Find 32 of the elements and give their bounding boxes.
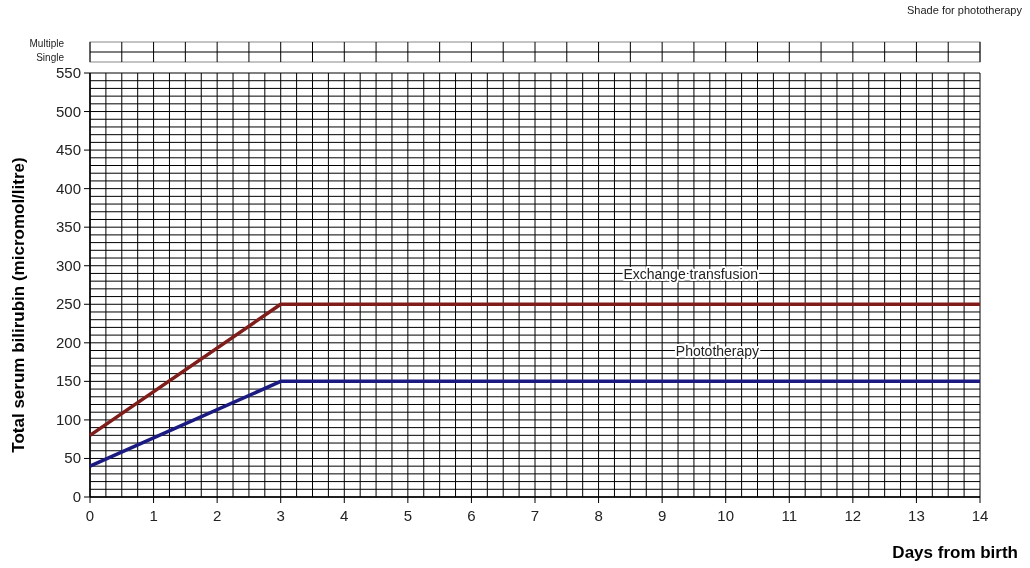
y-axis-title: Total serum bilirubin (micromol/litre): [9, 157, 28, 453]
x-tick-label: 6: [467, 507, 476, 524]
y-tick-label: 450: [55, 141, 81, 159]
x-tick-label: 7: [530, 507, 540, 524]
x-tick-label: 10: [717, 507, 735, 524]
y-tick-label: 0: [72, 488, 81, 505]
text: Single: [36, 52, 65, 63]
y-tick-label: 300: [55, 256, 81, 274]
y-tick-label: 250: [55, 295, 81, 313]
x-tick-label: 4: [340, 507, 349, 524]
x-tick-label: 12: [844, 507, 862, 524]
x-tick-label: 13: [908, 507, 925, 524]
x-tick-label: 1: [149, 507, 158, 524]
x-tick-label: 0: [85, 507, 95, 524]
y-tick-label: 100: [55, 410, 81, 428]
y-tick-label: 200: [55, 333, 81, 351]
x-tick-label: 8: [594, 507, 603, 524]
x-tick-label: 11: [781, 507, 798, 524]
y-tick-label: 350: [55, 218, 81, 236]
y-tick-label: 400: [55, 179, 81, 197]
y-tick-label: 150: [55, 372, 81, 390]
y-tick-label: 500: [55, 102, 81, 120]
x-tick-label: 9: [657, 507, 667, 524]
x-axis-title: Days from birth: [892, 543, 1018, 562]
x-tick-label: 2: [212, 507, 222, 524]
y-tick-label: 550: [55, 64, 81, 81]
x-tick-label: 5: [403, 507, 413, 524]
x-tick-label: 14: [971, 507, 989, 524]
x-tick-label: 3: [276, 507, 285, 524]
text: Shade for phototherapy: [907, 4, 1023, 16]
text: Multiple: [29, 38, 65, 49]
y-tick-label: 50: [64, 449, 81, 467]
